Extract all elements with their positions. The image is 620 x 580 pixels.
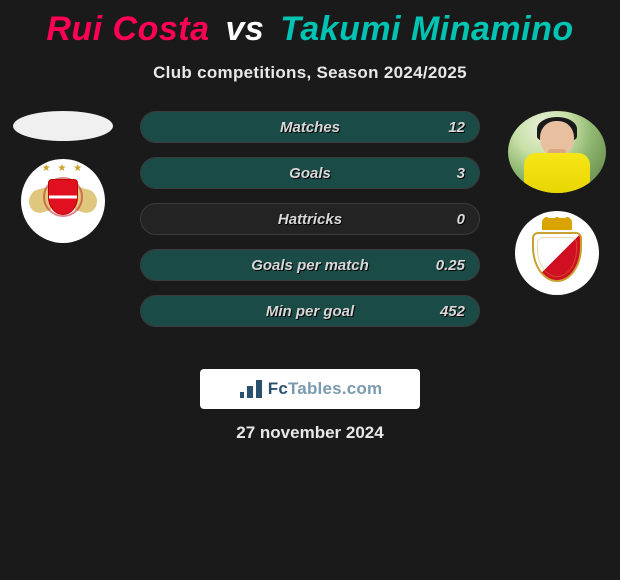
monaco-badge-icon (515, 211, 599, 295)
brand-a: Fc (268, 379, 288, 398)
player1-column: ★ ★ ★ (8, 111, 118, 243)
stat-label: Min per goal (266, 303, 354, 320)
stats-list: Matches 12 Goals 3 Hattricks 0 Goals per match… (140, 111, 480, 327)
stat-row: Goals per match 0.25 (140, 249, 480, 281)
stat-row: Min per goal 452 (140, 295, 480, 327)
player2-avatar (508, 111, 606, 193)
subtitle: Club competitions, Season 2024/2025 (0, 63, 620, 83)
bars-icon (238, 380, 262, 398)
benfica-badge-icon: ★ ★ ★ (21, 159, 105, 243)
player2-column (502, 111, 612, 295)
player2-name: Takumi Minamino (280, 10, 573, 48)
comparison-body: ★ ★ ★ Matches 12 Goals 3 Hattricks 0 Goals per… (0, 111, 620, 351)
date-label: 27 november 2024 (0, 423, 620, 443)
player1-avatar (13, 111, 113, 141)
stat-label: Goals per match (251, 257, 369, 274)
stat-value-right: 452 (440, 303, 465, 320)
stat-row: Matches 12 (140, 111, 480, 143)
comparison-title: Rui Costa vs Takumi Minamino (0, 0, 620, 49)
stat-value-right: 3 (457, 165, 465, 182)
brand-c: .com (342, 379, 382, 398)
vs-label: vs (225, 10, 264, 48)
stat-value-right: 12 (448, 119, 465, 136)
watermark: FcTables.com (200, 369, 420, 409)
stat-value-right: 0.25 (436, 257, 465, 274)
stat-value-right: 0 (457, 211, 465, 228)
stat-row: Goals 3 (140, 157, 480, 189)
stat-label: Matches (280, 119, 340, 136)
watermark-text: FcTables.com (268, 379, 383, 399)
stat-label: Hattricks (278, 211, 342, 228)
brand-b: Tables (288, 379, 342, 398)
stat-row: Hattricks 0 (140, 203, 480, 235)
stat-label: Goals (289, 165, 331, 182)
player1-name: Rui Costa (46, 10, 209, 48)
